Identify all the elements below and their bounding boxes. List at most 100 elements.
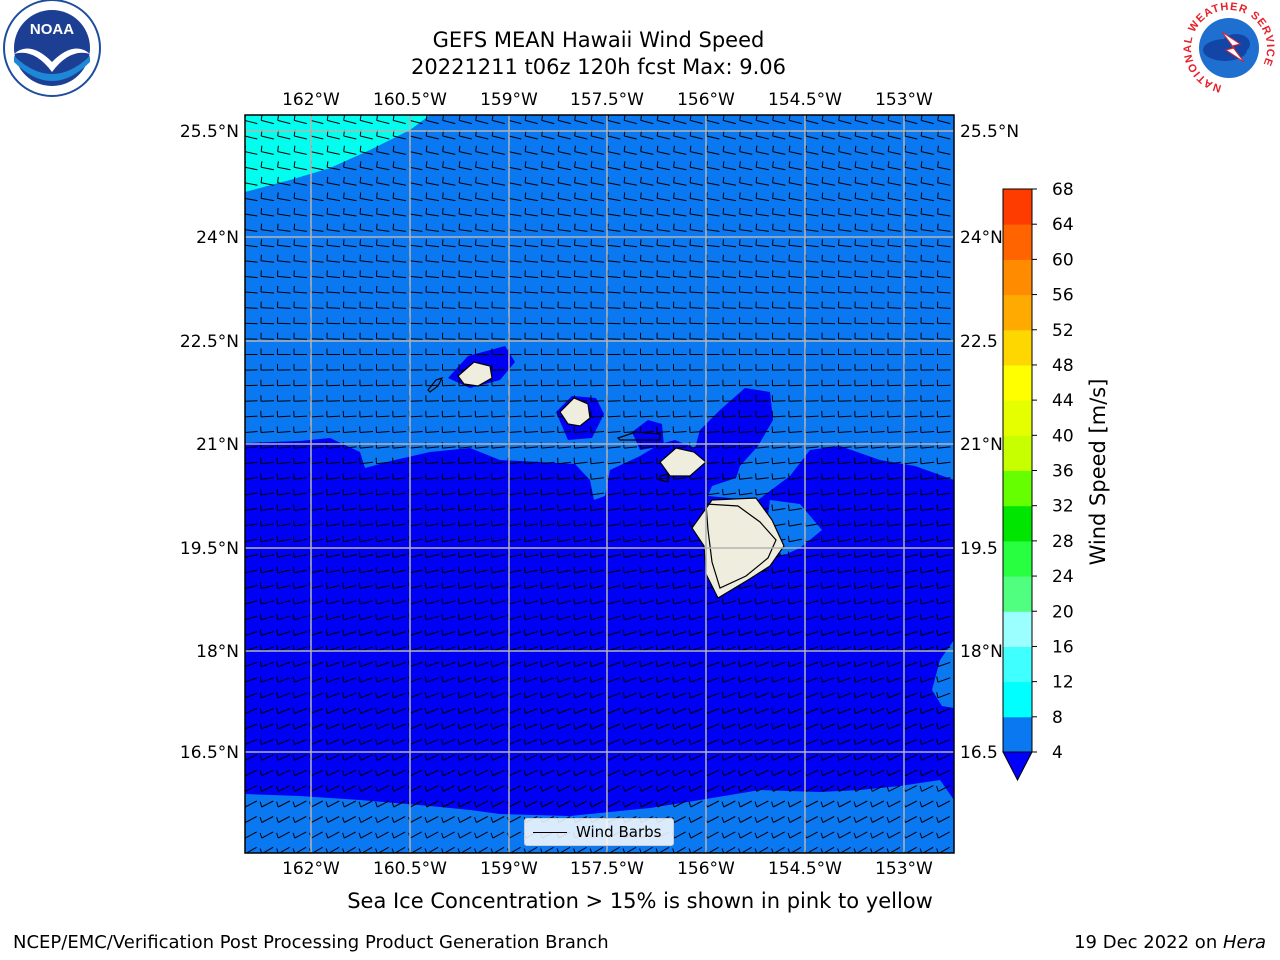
wind-barb <box>590 192 604 202</box>
wind-barb <box>937 285 951 294</box>
wind-barb <box>326 223 340 232</box>
wind-barb <box>358 800 373 808</box>
wind-barb <box>293 457 308 465</box>
wind-barb <box>292 598 307 605</box>
wind-barb <box>886 535 901 543</box>
wind-barb <box>771 629 786 636</box>
wind-barb <box>524 426 539 433</box>
wind-barb <box>376 332 390 340</box>
speed-patch-east-edge <box>932 640 954 708</box>
wind-barb <box>820 831 835 839</box>
lon-label-bottom: 157.5°W <box>570 859 644 879</box>
wind-barb <box>771 442 786 449</box>
wind-barb <box>623 457 638 465</box>
wind-barb <box>820 598 835 605</box>
wind-barb <box>821 239 836 248</box>
wind-barb <box>853 691 868 699</box>
wind-barb <box>541 223 555 232</box>
wind-barb <box>623 520 637 527</box>
wind-barb <box>656 223 670 232</box>
wind-barb <box>886 723 901 730</box>
wind-barb <box>787 629 802 636</box>
wind-barb <box>375 769 390 777</box>
wind-barb <box>441 535 456 543</box>
wind-barb <box>673 223 687 232</box>
wind-barb <box>919 816 934 823</box>
wind-barb <box>721 816 736 823</box>
wind-barb <box>689 208 703 217</box>
wind-barb <box>293 254 308 263</box>
wind-barb <box>936 535 951 543</box>
wind-barb <box>655 800 670 808</box>
wind-barb <box>245 600 258 605</box>
wind-barb <box>787 707 802 714</box>
wind-barb <box>622 551 637 558</box>
wind-barb <box>457 785 472 792</box>
wind-barb <box>343 239 357 248</box>
wind-barb <box>326 317 341 325</box>
wind-barb <box>788 364 803 371</box>
wind-barb <box>458 348 472 355</box>
wind-barb <box>853 598 868 605</box>
wind-barb <box>293 473 307 480</box>
wind-barb <box>375 410 390 418</box>
wind-barb <box>491 270 506 279</box>
wind-barb <box>245 415 258 418</box>
wind-barb <box>292 660 307 668</box>
wind-barb <box>788 161 802 171</box>
wind-barb <box>837 769 852 777</box>
wind-barb <box>474 395 489 402</box>
wind-barb <box>293 208 307 217</box>
wind-barb <box>259 629 274 636</box>
wind-barb <box>739 192 753 202</box>
wind-barb <box>820 582 835 589</box>
wind-barb <box>540 754 555 761</box>
wind-barb <box>870 660 885 668</box>
wind-barb <box>788 208 802 217</box>
wind-barb <box>771 567 786 574</box>
wind-barb <box>491 504 505 511</box>
wind-barb <box>524 379 539 387</box>
wind-barb <box>540 379 555 387</box>
wind-barb <box>245 708 258 714</box>
wind-barb <box>772 348 786 355</box>
wind-barb <box>639 707 654 714</box>
wind-barb <box>837 660 852 668</box>
wind-barb <box>259 582 274 589</box>
wind-barb <box>260 520 274 527</box>
wind-barb <box>474 691 489 699</box>
wind-barb <box>523 738 538 746</box>
wind-barb <box>276 457 291 465</box>
wind-barb <box>277 208 291 217</box>
wind-barb <box>920 379 935 387</box>
wind-barb <box>722 254 737 263</box>
wind-barb <box>772 301 786 309</box>
wind-barb <box>540 769 555 777</box>
wind-barb <box>375 785 390 792</box>
wind-barb <box>721 723 736 730</box>
wind-barb <box>787 754 802 761</box>
wind-barb <box>639 676 654 683</box>
wind-barb <box>590 364 605 371</box>
wind-barb <box>853 567 868 574</box>
wind-barb <box>325 691 340 699</box>
wind-barb <box>755 270 770 279</box>
colorbar-segment <box>1003 364 1032 401</box>
footer-note: Sea Ice Concentration > 15% is shown in … <box>347 889 933 913</box>
wind-barb <box>771 582 786 589</box>
colorbar-tick-label: 20 <box>1052 602 1074 622</box>
wind-barb <box>688 660 703 668</box>
wind-barb <box>276 816 290 823</box>
wind-barb <box>936 707 951 714</box>
wind-barb <box>523 769 538 777</box>
wind-barb <box>574 332 588 340</box>
wind-barb <box>689 379 704 387</box>
wind-barb <box>442 254 456 263</box>
wind-barb <box>936 816 950 823</box>
wind-barb <box>358 660 373 668</box>
wind-barb <box>622 660 637 668</box>
wind-barb <box>755 145 769 155</box>
wind-barb <box>245 631 258 636</box>
wind-barb <box>837 535 852 543</box>
wind-barb <box>656 239 671 248</box>
